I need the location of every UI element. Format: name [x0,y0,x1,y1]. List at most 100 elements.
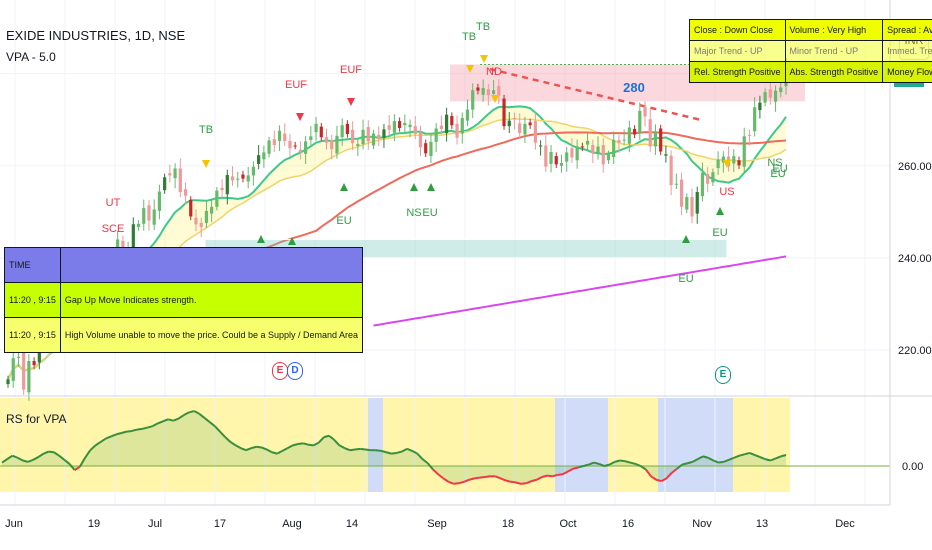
rs-line-segment [391,451,397,455]
candle [283,123,287,147]
candle [758,95,762,119]
candle-body [523,123,527,135]
signal-label: EU [712,227,727,239]
candle-body [272,139,276,146]
candle-body [32,361,36,366]
info-cell: Spread : Average [882,19,932,41]
candle [632,125,637,139]
candle-body [204,210,209,223]
rs-line-segment [416,452,424,460]
candle-body [382,129,386,138]
candle-body [319,126,323,138]
rs-line-segment [707,456,714,462]
signal-label: TB [462,31,476,43]
rs-line-segment [614,459,621,463]
rs-line-segment [510,480,517,484]
candle [251,161,256,186]
candle [460,112,464,144]
earnings-badge[interactable]: E [715,366,731,384]
candle-body [152,209,156,225]
candle [742,127,746,174]
info-cell: Major Trend - UP [689,40,786,62]
candle [6,375,10,388]
candle-body [695,192,699,214]
message-cell: High Volume unable to move the price. Co… [59,317,364,353]
candle-body [721,156,725,163]
candle [366,120,370,150]
y-tick-label: 240.00 [898,253,932,265]
rs-line-segment [380,449,387,454]
candle-body [194,217,198,225]
rs-line-segment [687,460,693,465]
rs-line-segment [463,478,470,483]
candle [685,193,689,214]
rs-line-segment [531,478,538,483]
info-cell: Minor Trend - UP [784,40,884,62]
buy-arrow [682,235,690,243]
rs-line-segment [193,410,200,415]
rs-line-segment [333,439,341,447]
rs-line-segment [505,479,512,483]
candle [497,79,501,105]
rs-line-segment [43,450,50,455]
candle-body [669,155,673,186]
rs-background-band [383,398,555,492]
candle [596,136,600,160]
x-tick-label: Oct [559,518,576,530]
candle [356,138,360,157]
rs-line-segment [281,447,289,452]
candle [324,128,329,150]
rs-line-segment [437,473,444,480]
candle [371,129,376,150]
rs-line-segment [619,459,626,463]
dividend-badge[interactable]: D [287,362,303,380]
candle-body [518,123,522,134]
rs-line-segment [141,426,148,430]
candle-body [632,128,637,135]
candle-body [533,121,537,143]
candle-body [345,123,349,134]
candle [210,199,214,223]
x-tick-label: Jul [148,518,162,530]
rs-line-segment [100,437,107,443]
candle-body [679,179,684,207]
candle-body [251,166,256,176]
candle [277,125,282,152]
rs-line-segment [552,473,558,478]
candle-body [277,130,282,141]
candle-body [570,148,574,158]
candle [471,83,475,119]
rs-line-segment [442,477,450,483]
candle-body [351,129,355,144]
candle-body [377,134,381,140]
candle [476,83,480,95]
rs-line-segment [469,477,475,481]
sell-arrow [480,55,488,63]
candle [716,151,720,175]
candle [617,134,621,153]
candle-body [753,107,757,132]
rs-line-segment [448,480,455,485]
rs-line-segment [526,480,532,485]
candle [183,182,188,205]
candle [622,129,626,146]
sell-arrow [723,160,731,168]
candle [737,156,741,169]
chart-title: EXIDE INDUSTRIES, 1D, NSE [6,28,186,43]
time-header: TIME [4,247,61,283]
candle-body [612,139,616,158]
rs-line-segment [629,461,636,465]
rs-line-segment [521,482,527,485]
candle [544,135,548,172]
candle-body [491,90,496,94]
rs-line-segment [385,451,392,455]
candle-body [460,117,464,134]
candle [194,209,198,232]
signal-label: TB [199,124,213,136]
earnings-badge[interactable]: E [272,362,288,380]
signal-label: NS [406,207,421,219]
rs-line-segment [79,457,86,468]
candle-body [16,356,21,358]
